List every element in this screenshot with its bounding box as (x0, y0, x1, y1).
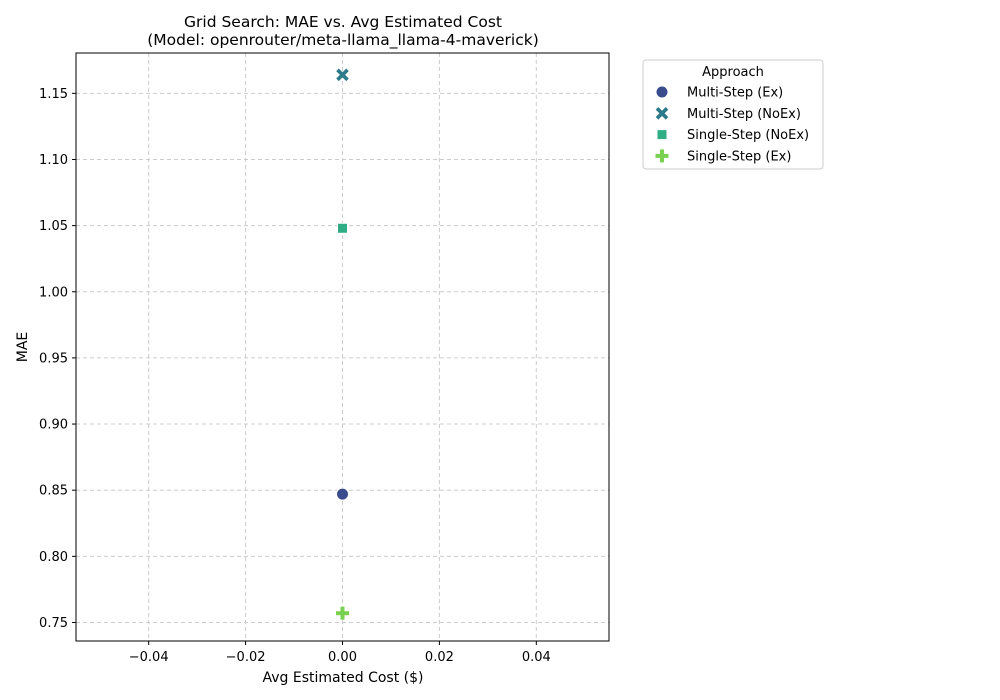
x-tick-label: −0.04 (129, 650, 169, 665)
legend-marker (655, 149, 669, 163)
y-tick-label: 0.95 (39, 351, 68, 366)
legend-item: Single-Step (Ex) (655, 149, 791, 164)
legend-item: Multi-Step (Ex) (655, 85, 783, 101)
axis-ticks: −0.04 −0.02 0.00 0.02 0.04 0.75 0.80 0.85 0.90 0.… (39, 87, 551, 665)
legend-label: Single-Step (NoEx) (687, 128, 809, 143)
data-points (336, 68, 349, 620)
legend-item: Multi-Step (NoEx) (655, 107, 801, 122)
legend-title: Approach (702, 65, 764, 80)
legend: Approach Multi-Step (Ex) Multi-Step (NoEx… (642, 59, 824, 170)
x-axis-label: Avg Estimated Cost ($) (263, 670, 424, 686)
data-point (336, 68, 349, 82)
legend-label: Single-Step (Ex) (687, 149, 791, 164)
x-tick-label: 0.04 (522, 650, 551, 665)
legend-label: Multi-Step (Ex) (687, 86, 783, 101)
x-tick-label: −0.02 (226, 650, 266, 665)
y-tick-label: 0.90 (39, 418, 68, 433)
y-tick-label: 0.75 (39, 616, 68, 631)
x-tick-label: 0.00 (328, 650, 357, 665)
legend-item: Single-Step (NoEx) (656, 128, 809, 143)
y-tick-label: 0.85 (39, 484, 68, 499)
y-tick-label: 1.05 (39, 219, 68, 234)
legend-marker (655, 107, 669, 120)
y-tick-label: 1.00 (39, 285, 68, 300)
data-point (337, 222, 348, 234)
legend-marker (655, 85, 669, 99)
data-point (336, 606, 349, 620)
y-tick-label: 0.80 (39, 550, 68, 565)
data-point (336, 487, 349, 501)
chart-title: Grid Search: MAE vs. Avg Estimated Cost (184, 13, 502, 31)
y-axis-label: MAE (15, 332, 31, 363)
plot-area-frame (75, 52, 610, 642)
chart-subtitle: (Model: openrouter/meta-llama_llama-4-ma… (147, 31, 539, 50)
grid-lines (76, 53, 609, 641)
legend-label: Multi-Step (NoEx) (687, 107, 801, 122)
legend-marker (656, 129, 668, 141)
legend-box (642, 59, 824, 170)
y-tick-label: 1.15 (39, 87, 68, 102)
legend-items: Multi-Step (Ex) Multi-Step (NoEx) Single-S… (655, 85, 809, 164)
y-tick-label: 1.10 (39, 153, 68, 168)
x-tick-label: 0.02 (425, 650, 454, 665)
